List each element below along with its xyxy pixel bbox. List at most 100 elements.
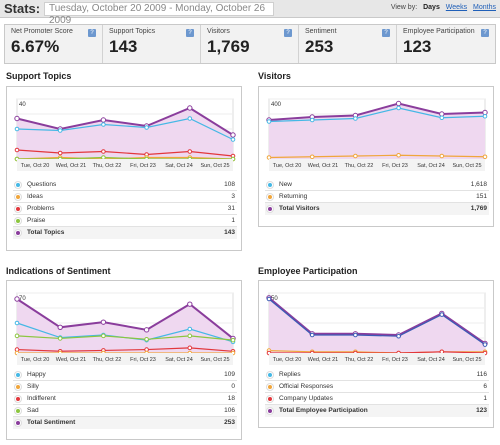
legend-dot <box>15 384 21 390</box>
x-axis-band <box>269 159 485 171</box>
help-icon[interactable]: ? <box>186 29 194 37</box>
legend-row: Problems 31 <box>13 203 237 215</box>
kpi-label: Net Promoter Score <box>11 28 73 35</box>
stats-toolbar: Stats: Tuesday, October 20 2009 - Monday… <box>0 0 500 26</box>
series-point <box>395 100 402 107</box>
view-months-link[interactable]: Months <box>473 4 496 11</box>
legend-value: 1 <box>231 217 235 224</box>
legend-total-label: Total Visitors <box>279 205 320 212</box>
series-line <box>16 347 234 352</box>
legend-dot <box>15 372 21 378</box>
series-point <box>309 154 315 160</box>
x-tick-label: Sat, Oct 24 <box>417 163 445 169</box>
legend-dot <box>15 182 21 188</box>
legend-row: Praise 1 <box>13 215 237 227</box>
legend-dot <box>15 218 21 224</box>
legend-row: Indifferent 18 <box>13 393 237 405</box>
legend-value: 151 <box>476 193 487 200</box>
x-tick-label: Tue, Oct 20 <box>273 357 302 363</box>
legend-dot <box>267 182 273 188</box>
series-point <box>57 324 63 330</box>
kpi-value: 253 <box>305 37 334 56</box>
series-point <box>100 319 107 325</box>
legend-row: Returning 151 <box>265 191 489 203</box>
series-point <box>266 296 272 302</box>
series-point <box>14 333 20 339</box>
view-weeks-link[interactable]: Weeks <box>445 4 468 11</box>
y-tick-label: 50 <box>271 296 278 302</box>
x-tick-label: Sun, Oct 25 <box>452 357 481 363</box>
x-tick-label: Thu, Oct 22 <box>345 357 374 363</box>
legend-value: 1 <box>483 395 487 402</box>
legend-row: New 1,618 <box>265 179 489 191</box>
legend-row: Official Responses 6 <box>265 381 489 393</box>
x-tick-label: Sun, Oct 25 <box>200 163 229 169</box>
y-tick-label: 70 <box>19 296 26 302</box>
legend-value: 6 <box>483 383 487 390</box>
series-line <box>268 107 486 123</box>
y-tick-label: 400 <box>271 102 282 108</box>
series-point <box>14 320 20 326</box>
legend-value: 109 <box>224 371 235 378</box>
series-point <box>14 296 20 302</box>
legend-total-label: Total Topics <box>27 229 65 236</box>
legend-row: Replies 116 <box>265 369 489 381</box>
legend-dot <box>15 420 21 426</box>
series-area-fill <box>269 297 485 353</box>
series-point <box>482 342 488 347</box>
series-point <box>266 119 272 124</box>
legend-value: 31 <box>227 205 235 212</box>
help-icon[interactable]: ? <box>88 29 96 37</box>
series-point <box>439 115 445 121</box>
series-point <box>353 116 358 121</box>
x-tick-label: Sat, Oct 24 <box>165 357 193 363</box>
legend-row: Sad 106 <box>13 405 237 417</box>
kpi-employee-participation: Employee Participation 123 ? <box>397 25 495 63</box>
legend-label: Happy <box>27 371 46 378</box>
legend-dot <box>267 194 273 200</box>
legend-dot <box>15 230 21 236</box>
legend-dot <box>15 194 21 200</box>
view-by-label: View by: <box>390 4 418 11</box>
x-tick-label: Thu, Oct 22 <box>93 357 122 363</box>
legend-total-row: Total Sentiment 253 <box>13 417 237 429</box>
view-days-link[interactable]: Days <box>423 4 440 11</box>
kpi-label: Sentiment <box>305 28 337 35</box>
series-point <box>439 312 445 317</box>
legend-total-value: 1,769 <box>470 205 487 212</box>
series-point <box>482 113 488 119</box>
legend-label: Ideas <box>27 193 43 200</box>
series-point <box>14 147 20 153</box>
kpi-label: Support Topics <box>109 28 156 35</box>
legend-label: Returning <box>279 193 308 200</box>
support-topics-title: Support Topics <box>6 71 72 81</box>
stats-label: Stats: <box>4 1 41 16</box>
series-point <box>353 332 358 338</box>
legend-row: Questions 108 <box>13 179 237 191</box>
help-icon[interactable]: ? <box>382 29 390 37</box>
y-tick-label: 40 <box>19 102 26 108</box>
series-point <box>266 155 272 160</box>
series-point <box>101 149 106 154</box>
series-line <box>16 149 234 157</box>
sentiment-title: Indications of Sentiment <box>6 266 111 276</box>
legend-row: Company Updates 1 <box>265 393 489 405</box>
legend-value: 3 <box>231 193 235 200</box>
series-point <box>353 153 358 159</box>
date-range-input[interactable]: Tuesday, October 20 2009 - Monday, Octob… <box>44 2 274 26</box>
kpi-value: 143 <box>109 37 138 56</box>
series-line <box>268 297 486 345</box>
series-point <box>101 333 106 339</box>
legend-row: Happy 109 <box>13 369 237 381</box>
series-line <box>268 154 486 159</box>
x-tick-label: Thu, Oct 22 <box>345 163 374 169</box>
kpi-visitors: Visitors 1,769 ? <box>201 25 299 63</box>
employee-participation-legend: Replies 116 Official Responses 6 Company U… <box>265 369 489 417</box>
help-icon[interactable]: ? <box>481 29 489 37</box>
series-point <box>143 327 150 333</box>
help-icon[interactable]: ? <box>284 29 292 37</box>
